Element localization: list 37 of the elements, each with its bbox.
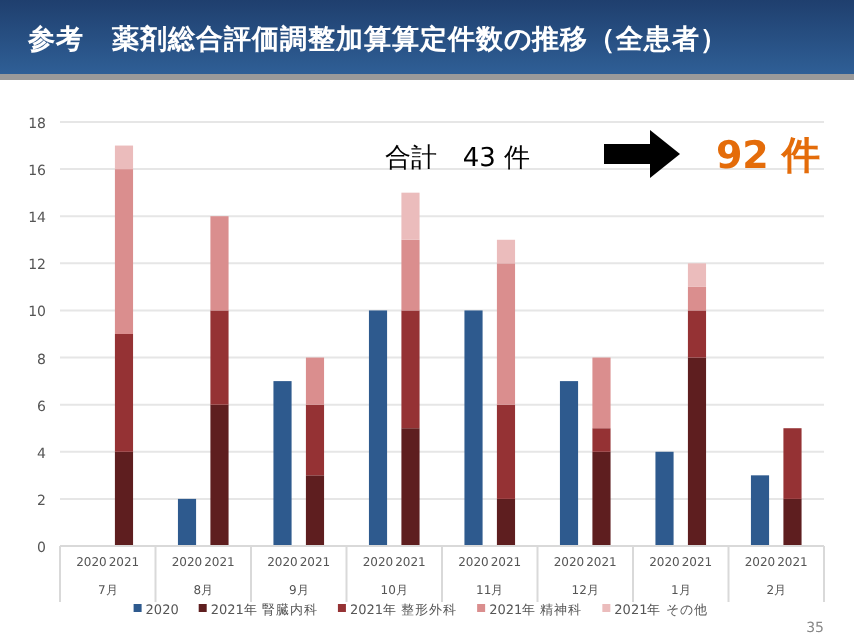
chart-title: 参考 薬剤総合評価調整加算算定件数の推移（全患者） [26,22,728,56]
bar [210,216,229,311]
bar [305,404,325,476]
bar [496,498,516,546]
bar [687,263,707,287]
bar [305,357,325,405]
bar [177,498,197,546]
annotation: 92 件 [715,134,820,178]
bar [305,475,325,546]
bar [496,239,516,264]
bar [496,404,516,499]
bar [401,428,420,546]
bar [368,310,388,546]
bar [210,310,229,405]
bar [401,239,420,311]
bar [592,451,611,546]
bar [496,263,516,405]
bar [464,310,483,546]
bar [114,334,134,452]
bar [687,357,707,546]
bar [114,145,134,170]
bar [783,428,802,499]
bar [750,475,770,546]
bar [273,381,292,546]
bar [559,381,579,546]
bar [401,192,420,240]
bar [783,498,802,546]
annotation: 合計 43 件 [384,144,530,174]
bar [655,451,674,546]
bar [592,428,611,452]
bar [114,451,134,546]
bar [687,286,707,311]
bar [210,404,229,546]
bar [592,357,611,429]
bar [114,169,134,334]
bar [687,310,707,358]
bar [401,310,420,429]
